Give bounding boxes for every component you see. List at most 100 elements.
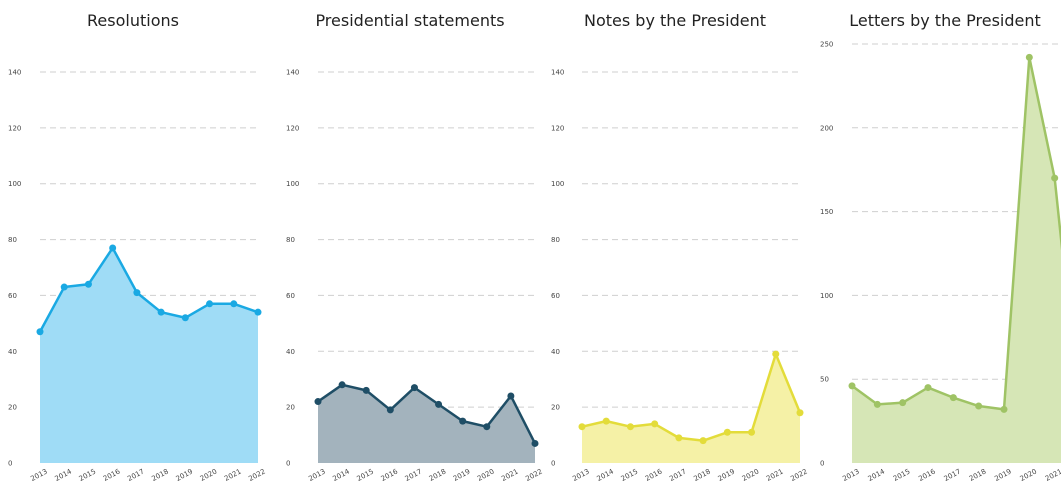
x-tick-label: 2015	[620, 468, 639, 483]
y-tick-label: 80	[8, 236, 17, 244]
y-tick-label: 60	[8, 292, 17, 300]
x-tick-label: 2018	[428, 468, 447, 483]
chart-title: Notes by the President	[584, 11, 766, 30]
data-point	[435, 400, 443, 408]
data-point	[36, 328, 44, 336]
x-tick-label: 2021	[765, 468, 784, 483]
y-tick-label: 120	[286, 124, 299, 132]
data-point	[1000, 405, 1008, 413]
x-tick-label: 2019	[993, 468, 1012, 483]
y-tick-label: 60	[551, 292, 560, 300]
y-tick-label: 60	[286, 292, 295, 300]
data-point	[338, 381, 346, 389]
series-line	[317, 383, 537, 445]
x-tick-label: 2022	[524, 468, 543, 483]
chart-panel-3: Letters by the President 0 50 100 150 200 250 2…	[820, 11, 1061, 483]
area-fill	[318, 384, 535, 463]
x-tick-label: 2019	[175, 468, 194, 483]
data-point	[507, 392, 515, 400]
data-point	[578, 423, 586, 431]
x-tick-label: 2014	[867, 467, 887, 483]
series-line	[581, 352, 802, 442]
data-point	[410, 384, 418, 392]
data-point	[651, 420, 659, 428]
data-point	[723, 428, 731, 436]
x-tick-label: 2016	[644, 467, 664, 483]
y-tick-label: 0	[8, 460, 12, 468]
data-point	[626, 423, 634, 431]
data-point	[848, 382, 856, 390]
data-point	[157, 308, 165, 316]
data-point	[899, 399, 907, 407]
data-point	[873, 400, 881, 408]
area-fill	[852, 57, 1061, 463]
y-tick-label: 100	[8, 180, 21, 188]
x-tick-label: 2014	[54, 467, 74, 483]
data-point	[109, 244, 117, 252]
x-tick-label: 2017	[943, 468, 962, 483]
x-tick-label: 2015	[892, 468, 911, 483]
chart-title: Letters by the President	[849, 11, 1041, 30]
data-point	[602, 417, 610, 425]
x-tick-label: 2019	[452, 468, 471, 483]
data-point	[531, 439, 539, 447]
y-tick-label: 150	[820, 208, 833, 216]
data-point	[675, 434, 683, 442]
x-tick-label: 2015	[356, 468, 375, 483]
x-tick-label: 2019	[717, 468, 736, 483]
y-tick-label: 0	[286, 460, 290, 468]
area-fill	[582, 354, 800, 463]
y-tick-label: 100	[820, 292, 833, 300]
y-tick-label: 0	[820, 460, 824, 468]
data-point	[483, 423, 491, 431]
x-tick-label: 2020	[476, 468, 495, 483]
data-point	[772, 350, 780, 358]
data-point	[924, 384, 932, 392]
y-tick-label: 20	[8, 404, 17, 412]
series-line	[851, 56, 1061, 411]
x-tick-label: 2016	[917, 467, 937, 483]
y-tick-label: 120	[8, 124, 21, 132]
data-point	[699, 437, 707, 445]
data-point	[230, 300, 238, 308]
x-tick-label: 2018	[150, 468, 169, 483]
data-point	[254, 308, 262, 316]
data-point	[133, 289, 141, 297]
x-tick-label: 2014	[596, 467, 616, 483]
x-tick-label: 2015	[78, 468, 97, 483]
chart-title: Resolutions	[87, 11, 179, 30]
y-tick-label: 40	[286, 348, 295, 356]
x-tick-label: 2020	[199, 468, 218, 483]
x-tick-label: 2021	[1044, 468, 1061, 483]
data-point	[1051, 174, 1059, 182]
x-tick-label: 2022	[247, 468, 266, 483]
data-point	[206, 300, 214, 308]
x-tick-label: 2020	[1019, 468, 1038, 483]
x-tick-label: 2017	[126, 468, 145, 483]
y-tick-label: 140	[286, 69, 299, 77]
x-tick-label: 2014	[331, 467, 351, 483]
y-tick-label: 20	[551, 404, 560, 412]
data-point	[60, 283, 68, 291]
x-tick-label: 2016	[102, 467, 122, 483]
data-point	[1025, 53, 1033, 61]
y-tick-label: 40	[551, 348, 560, 356]
data-point	[314, 398, 322, 406]
data-point	[459, 417, 467, 425]
data-point	[975, 402, 983, 410]
data-point	[84, 280, 92, 288]
data-point	[949, 394, 957, 402]
data-point	[181, 314, 189, 322]
x-tick-label: 2017	[404, 468, 423, 483]
x-tick-label: 2017	[668, 468, 687, 483]
y-tick-label: 40	[8, 348, 17, 356]
chart-panel-0: Resolutions 0 20 40 60 80 100 120 140 2013 2014 201…	[8, 11, 267, 483]
y-tick-label: 100	[286, 180, 299, 188]
y-tick-label: 120	[551, 124, 564, 132]
x-tick-label: 2013	[29, 468, 48, 483]
data-point	[386, 406, 394, 414]
y-tick-label: 250	[820, 41, 833, 49]
y-tick-label: 140	[8, 69, 21, 77]
x-tick-label: 2021	[500, 468, 519, 483]
